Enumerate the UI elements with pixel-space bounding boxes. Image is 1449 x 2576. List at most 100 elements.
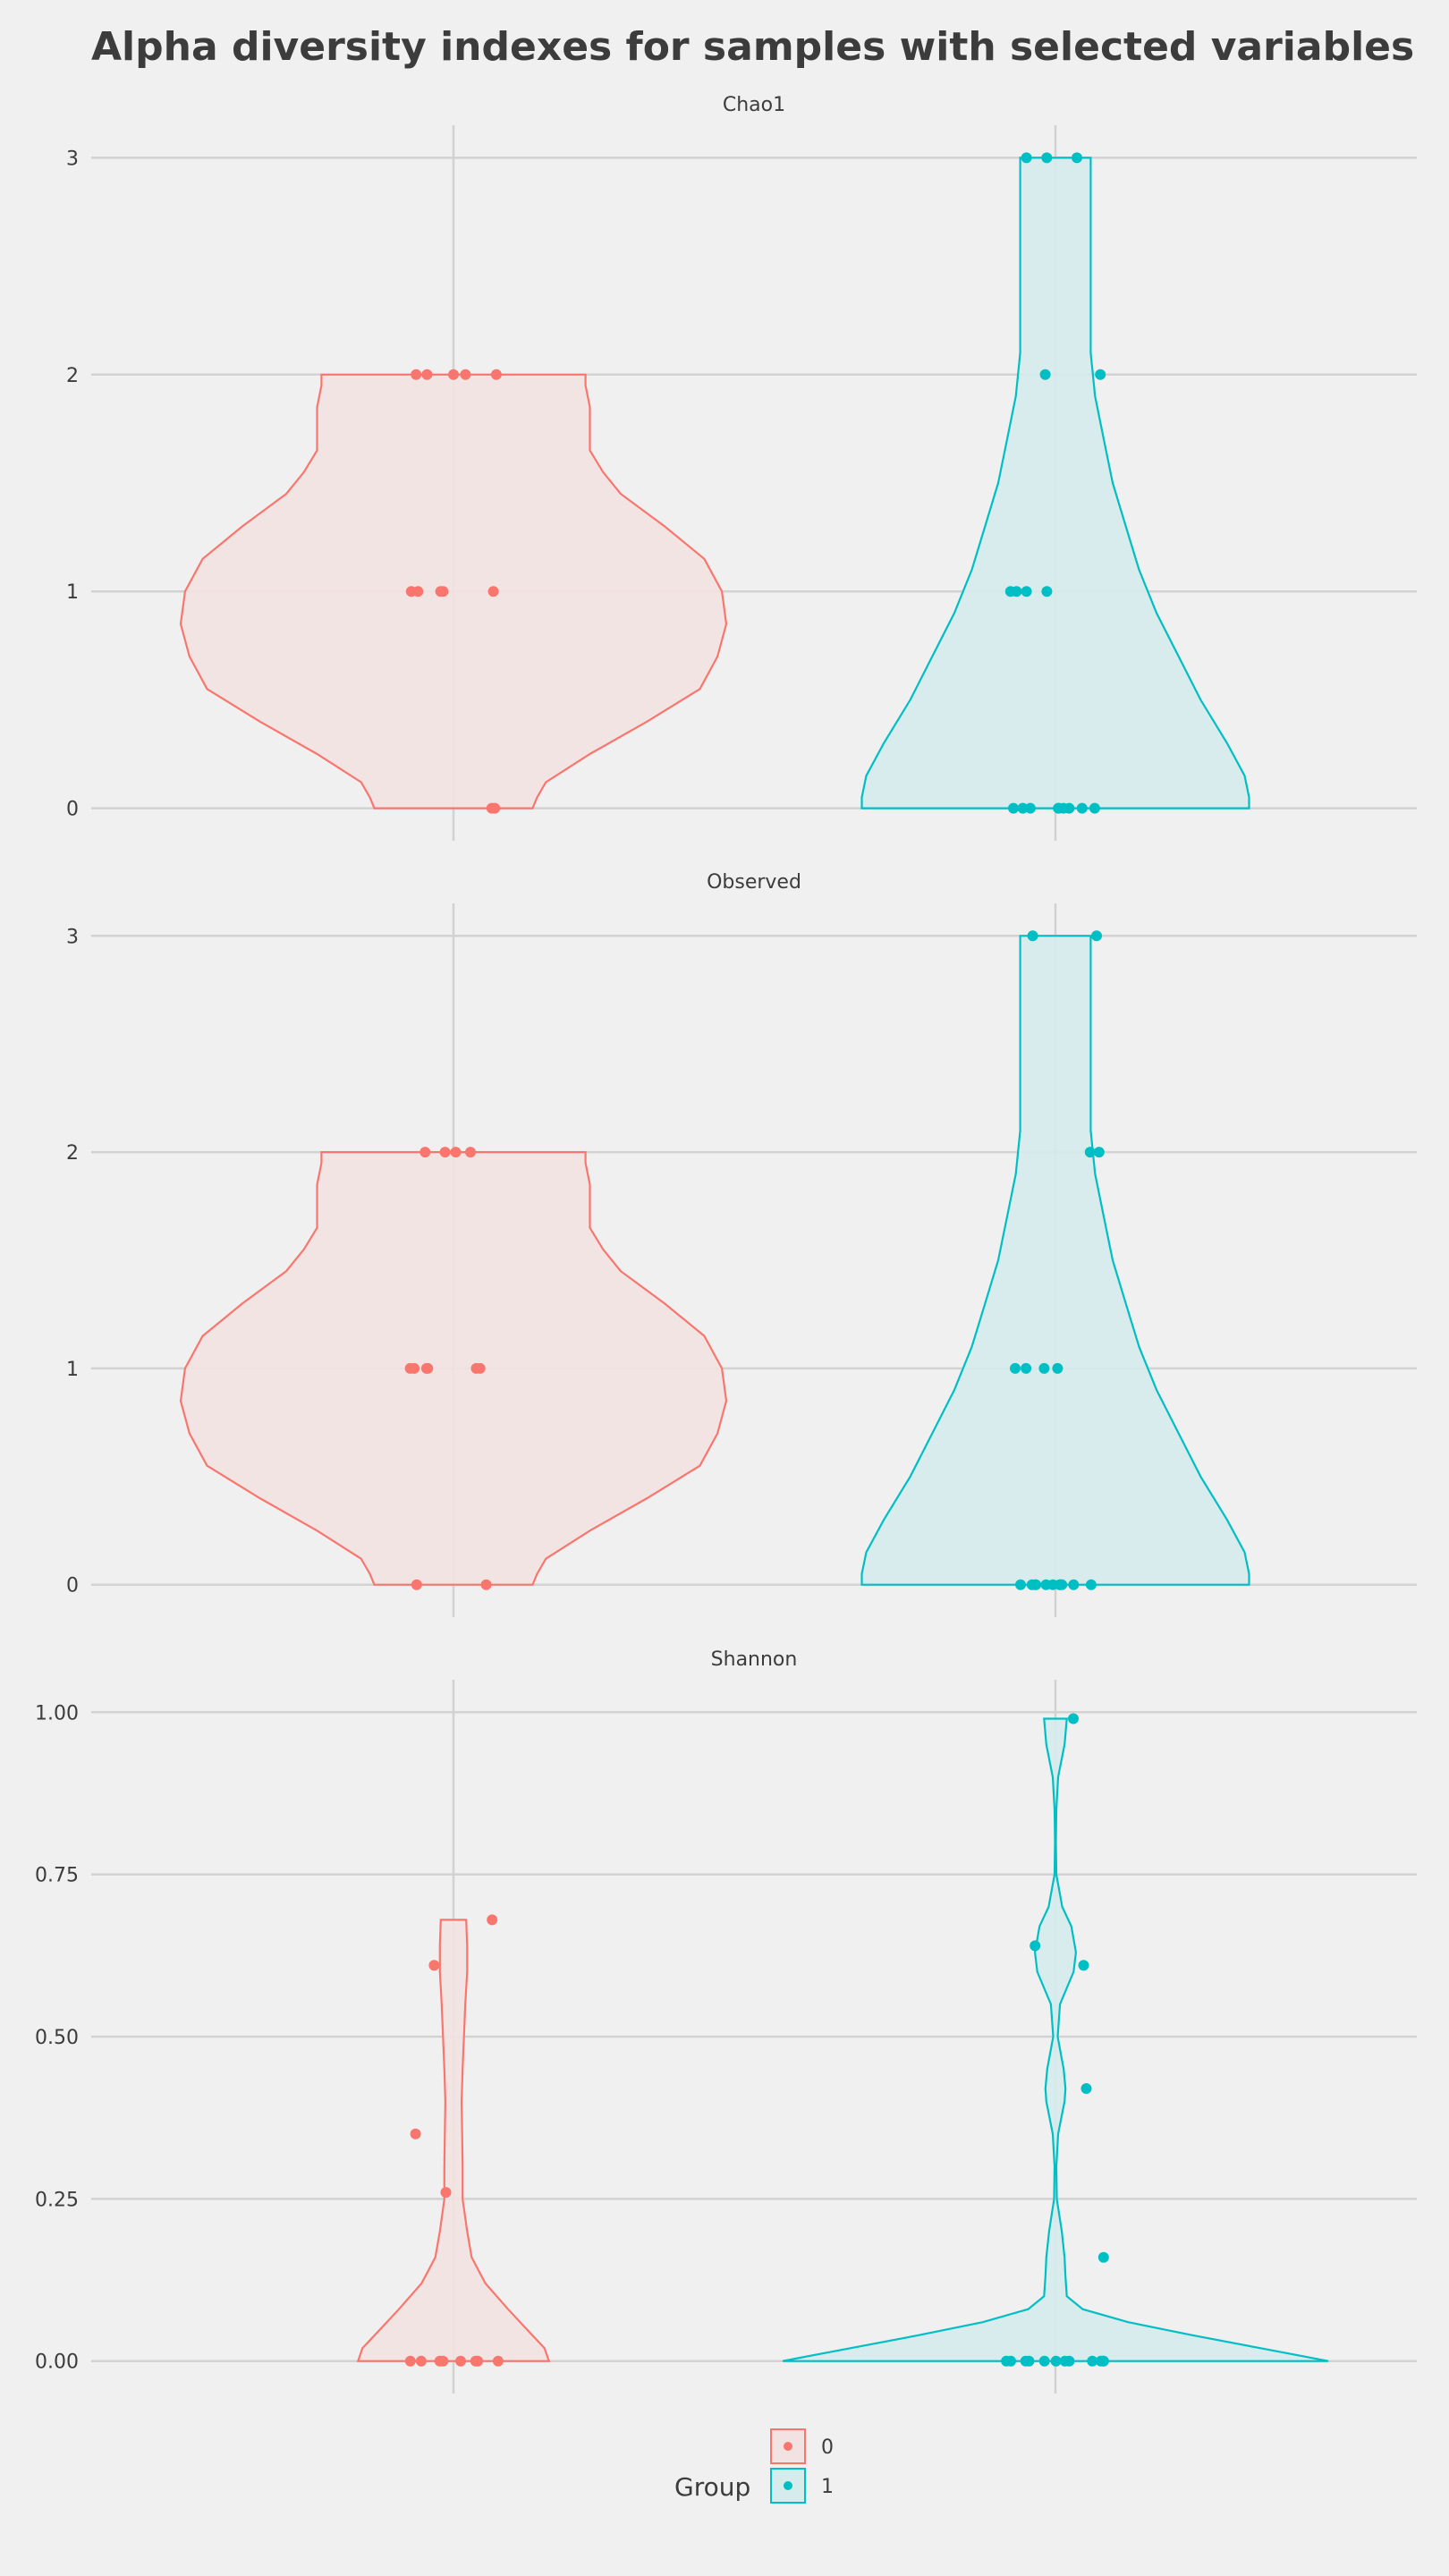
data-point bbox=[428, 1960, 440, 1971]
data-point bbox=[1038, 2355, 1050, 2367]
data-point bbox=[1059, 2355, 1071, 2367]
data-point bbox=[1039, 369, 1051, 380]
y-tick-label: 1.00 bbox=[35, 1702, 79, 1724]
data-point bbox=[1055, 1579, 1066, 1590]
y-tick-label: 2 bbox=[66, 1142, 79, 1165]
data-point bbox=[410, 2128, 421, 2140]
data-point bbox=[448, 369, 459, 380]
y-tick-label: 0.25 bbox=[35, 2189, 79, 2211]
violin-group-0 bbox=[179, 1151, 728, 1586]
data-point bbox=[420, 1362, 432, 1374]
y-tick-label: 0 bbox=[66, 799, 79, 821]
y-tick-label: 3 bbox=[66, 926, 79, 948]
panel-observed: Observed 0 1 2 3 bbox=[66, 871, 1417, 1617]
data-point bbox=[455, 2355, 466, 2367]
data-point bbox=[1017, 802, 1029, 814]
y-tick-label: 0.50 bbox=[35, 2027, 79, 2049]
data-point bbox=[411, 369, 422, 380]
y-tick-label: 0 bbox=[66, 1575, 79, 1597]
violin-group-1 bbox=[860, 935, 1250, 1586]
data-point bbox=[1038, 1362, 1050, 1374]
data-point bbox=[1030, 1579, 1041, 1590]
data-point bbox=[1001, 2355, 1013, 2367]
data-point bbox=[1015, 1579, 1026, 1590]
panel-shannon: Shannon 0.00 0.25 0.50 0.75 1.00 bbox=[35, 1648, 1417, 2394]
data-point bbox=[1004, 586, 1016, 597]
legend-point bbox=[784, 2481, 792, 2490]
data-point bbox=[1050, 2355, 1062, 2367]
data-point bbox=[409, 1362, 420, 1374]
data-point bbox=[1085, 1579, 1097, 1590]
violin-group-0 bbox=[356, 1919, 551, 2362]
panel-strip-label: Shannon bbox=[711, 1648, 798, 1671]
data-point bbox=[1021, 152, 1032, 164]
data-point bbox=[489, 802, 501, 814]
data-point bbox=[1078, 1960, 1089, 1971]
data-point bbox=[1068, 1713, 1079, 1724]
violin-group-0 bbox=[179, 373, 728, 809]
data-point bbox=[450, 1147, 462, 1158]
legend: Group 01 bbox=[674, 2428, 834, 2504]
data-point bbox=[421, 369, 433, 380]
data-point bbox=[1084, 1147, 1096, 1158]
data-point bbox=[1021, 586, 1032, 597]
data-point bbox=[487, 1914, 498, 1926]
legend-key-0: 0 bbox=[770, 2428, 834, 2464]
data-point bbox=[1091, 930, 1102, 942]
data-point bbox=[1041, 152, 1053, 164]
violin-group-1 bbox=[860, 157, 1250, 809]
data-point bbox=[1027, 930, 1038, 942]
legend-key-1: 1 bbox=[770, 2468, 834, 2504]
data-point bbox=[465, 1147, 476, 1158]
data-point bbox=[419, 1147, 431, 1158]
panel-chao1: Chao1 0 1 2 3 bbox=[66, 94, 1417, 841]
data-point bbox=[470, 2355, 481, 2367]
y-tick-label: 0.75 bbox=[35, 1865, 79, 1887]
panel-strip-label: Chao1 bbox=[723, 94, 785, 116]
data-point bbox=[404, 2355, 416, 2367]
data-point bbox=[1097, 2251, 1109, 2263]
data-point bbox=[439, 1147, 451, 1158]
y-tick-label: 1 bbox=[66, 581, 79, 604]
data-point bbox=[412, 586, 424, 597]
data-point bbox=[490, 369, 502, 380]
y-tick-label: 2 bbox=[66, 365, 79, 387]
data-point bbox=[492, 2355, 504, 2367]
panel-strip-label: Observed bbox=[707, 871, 801, 894]
data-point bbox=[1041, 586, 1053, 597]
data-point bbox=[1021, 1362, 1032, 1374]
data-point bbox=[1087, 2355, 1098, 2367]
legend-point bbox=[784, 2442, 792, 2451]
data-point bbox=[1010, 1362, 1021, 1374]
data-point bbox=[1089, 802, 1100, 814]
chart-title: Alpha diversity indexes for samples with… bbox=[91, 24, 1414, 70]
legend-title: Group bbox=[674, 2472, 750, 2502]
legend-label: 1 bbox=[821, 2476, 834, 2498]
y-tick-label: 1 bbox=[66, 1359, 79, 1381]
y-tick-label: 0.00 bbox=[35, 2351, 79, 2374]
data-point bbox=[1093, 1147, 1105, 1158]
data-point bbox=[460, 369, 471, 380]
legend-keys: 01 bbox=[770, 2428, 834, 2504]
data-point bbox=[1008, 802, 1019, 814]
facet-panels: Chao1 0 1 2 3 Observed 0 1 2 3 Shannon 0.00 0.25 0.50… bbox=[35, 94, 1417, 2394]
data-point bbox=[1052, 1362, 1063, 1374]
data-point bbox=[1068, 1579, 1080, 1590]
data-point bbox=[474, 1362, 486, 1374]
data-point bbox=[487, 586, 499, 597]
data-point bbox=[1020, 2355, 1031, 2367]
violin-group-1 bbox=[782, 1717, 1329, 2362]
data-point bbox=[480, 1579, 492, 1590]
data-point bbox=[415, 2355, 427, 2367]
legend-label: 0 bbox=[821, 2436, 834, 2459]
data-point bbox=[411, 1579, 422, 1590]
data-point bbox=[437, 2355, 449, 2367]
data-point bbox=[1024, 802, 1036, 814]
data-point bbox=[1080, 2083, 1092, 2094]
data-point bbox=[1095, 369, 1106, 380]
data-point bbox=[435, 586, 446, 597]
data-point bbox=[440, 2187, 452, 2199]
data-point bbox=[1030, 1940, 1041, 1952]
data-point bbox=[1097, 2355, 1109, 2367]
